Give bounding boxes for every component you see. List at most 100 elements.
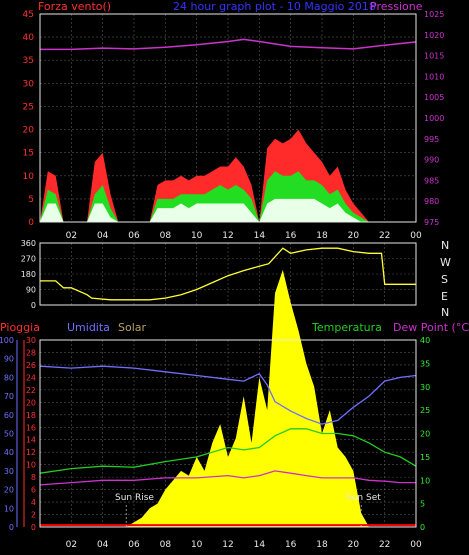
wind-x-tick-16: 16 [285,231,297,241]
dir-frame [39,242,417,306]
rain-y-tick-22: 22 [26,386,36,395]
dir-y-tick-180: 180 [21,270,36,279]
legend-solar: Solar [118,321,147,334]
wind-y-tick-0: 0 [28,218,34,228]
legend-dew-point: Dew Point (°C) [393,321,469,334]
wind-x-tick-18: 18 [316,231,328,241]
wind-x-tick-10: 10 [191,231,203,241]
wind-avg-area [40,198,416,222]
wind-y-tick-5: 5 [28,195,34,205]
temp-y-tick-20: 20 [420,430,430,439]
wind-frame [39,13,417,223]
wind-x-tick-00: 00 [410,231,422,241]
wind-y-tick-40: 40 [23,33,35,43]
compass-n-bottom: N [441,306,449,319]
pressure-line [40,38,417,51]
wind-x-tick-14: 14 [254,231,266,241]
compass-s: S [441,273,448,286]
sunrise-label: Sun Rise [115,493,154,503]
dir-y-tick-0: 0 [31,301,36,310]
bot-x-tick-14: 14 [254,540,266,550]
humidity-y-tick-90: 90 [4,355,14,364]
pressure-label: Pressione [370,0,423,13]
pressure-y-tick-975: 975 [424,218,439,227]
rain-y-tick-12: 12 [26,448,36,457]
pressure-y-tick-990: 990 [424,156,439,165]
bot-x-tick-22: 22 [379,540,390,550]
pressure-y-tick-1025: 1025 [424,10,444,19]
compass-n-top: N [441,239,449,252]
wind-y-tick-10: 10 [23,172,35,182]
pressure-y-tick-980: 980 [424,197,439,206]
temp-y-tick-0: 0 [420,523,425,532]
bot-x-tick-20: 20 [348,540,360,550]
pressure-y-tick-995: 995 [424,135,439,144]
legend-temperature: Temperatura [311,321,382,334]
pressure-y-tick-1015: 1015 [424,52,444,61]
humidity-y-tick-100: 100 [0,336,14,345]
temperature-line [39,428,417,474]
rain-y-tick-18: 18 [26,411,36,420]
dir-y-tick-270: 270 [21,255,36,264]
wind-direction-panel: 0 90 180 270 360 [21,239,417,310]
pressure-y-tick-1010: 1010 [424,72,444,81]
humidity-y-tick-40: 40 [4,448,14,457]
sunset-label: Sun Set [346,493,381,503]
temp-y-tick-30: 30 [420,383,430,392]
wind-y-tick-15: 15 [23,149,34,159]
rain-y-tick-28: 28 [26,348,36,357]
bot-x-tick-02: 02 [66,540,77,550]
dir-y-tick-360: 360 [21,239,36,248]
rain-y-tick-0: 0 [31,523,36,532]
chart-title: 24 hour graph plot - 10 Maggio 2018 [173,0,376,13]
humidity-line [39,365,417,425]
rain-y-tick-4: 4 [31,498,36,507]
wind-x-tick-20: 20 [348,231,360,241]
temp-y-tick-5: 5 [420,500,425,509]
solar-area [40,269,416,527]
rain-y-tick-16: 16 [26,423,36,432]
pressure-y-tick-1020: 1020 [424,31,444,40]
bot-x-tick-16: 16 [285,540,297,550]
temp-y-tick-40: 40 [420,336,430,345]
rain-y-tick-30: 30 [26,336,36,345]
pressure-y-tick-1005: 1005 [424,93,444,102]
wind-y-tick-30: 30 [23,79,35,89]
wind-label: Forza vento() [38,0,111,13]
wind-y-tick-45: 45 [23,10,34,20]
temp-y-tick-25: 25 [420,406,430,415]
dew-point-line [39,470,416,486]
rain-y-tick-20: 20 [26,398,36,407]
bot-x-tick-08: 08 [160,540,172,550]
rain-y-tick-26: 26 [26,361,36,370]
humidity-y-tick-10: 10 [4,504,14,513]
bot-frame [39,339,417,528]
wind-y-tick-20: 20 [23,126,35,136]
wind-x-tick-08: 08 [160,231,172,241]
wind-x-tick-02: 02 [66,231,77,241]
pressure-y-tick-985: 985 [424,176,439,185]
bot-x-tick-12: 12 [222,540,233,550]
direction-line [40,247,416,301]
temp-y-tick-35: 35 [420,359,430,368]
dir-y-tick-90: 90 [26,286,36,295]
humidity-y-tick-0: 0 [9,523,14,532]
rain-y-tick-24: 24 [26,373,36,382]
humidity-y-tick-80: 80 [4,373,14,382]
rain-y-tick-8: 8 [31,473,36,482]
humidity-y-tick-20: 20 [4,486,14,495]
wind-x-tick-22: 22 [379,231,390,241]
humidity-y-tick-60: 60 [4,411,14,420]
compass-e: E [441,290,448,303]
temperature-humidity-panel: 0102030405060708090100024681012141618202… [0,269,430,550]
temp-y-tick-15: 15 [420,453,430,462]
humidity-y-tick-50: 50 [4,430,14,439]
humidity-y-tick-70: 70 [4,392,14,401]
rain-y-tick-10: 10 [26,461,36,470]
wind-x-tick-12: 12 [222,231,233,241]
wind-y-tick-25: 25 [23,102,34,112]
bot-x-tick-10: 10 [191,540,203,550]
wind-x-tick-06: 06 [128,231,140,241]
rain-y-tick-14: 14 [26,436,36,445]
